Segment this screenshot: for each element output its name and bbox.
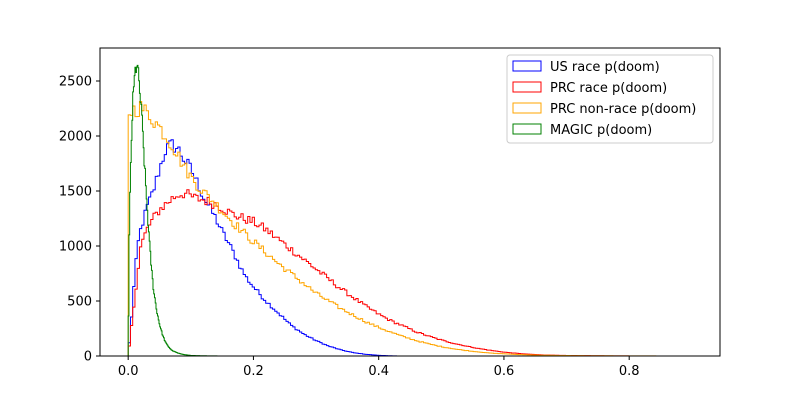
legend-label-magic-p-doom: MAGIC p(doom) bbox=[550, 123, 652, 138]
plot-frame bbox=[99, 47, 721, 357]
legend-box bbox=[506, 54, 714, 144]
legend-swatch-prc-non-race-p-doom bbox=[512, 102, 542, 114]
y-tick-label: 2000 bbox=[59, 130, 92, 145]
legend: US race p(doom) PRC race p(doom) PRC non-r… bbox=[506, 54, 714, 144]
legend-swatch-us-race-p-doom bbox=[512, 60, 542, 72]
y-tick-label: 1000 bbox=[59, 240, 92, 255]
x-tick-label: 0.8 bbox=[619, 364, 640, 379]
axes-layer: 0.0 0.2 0.4 0.6 0.8 0 500 1000 1500 2000 2500 bbox=[59, 47, 721, 379]
x-tick-label: 0.0 bbox=[118, 364, 139, 379]
legend-swatch-magic-p-doom bbox=[512, 123, 542, 135]
y-tick-label: 0 bbox=[84, 350, 92, 365]
x-tick-label: 0.4 bbox=[368, 364, 389, 379]
series-us-race-p-doom bbox=[127, 139, 399, 357]
y-tick-label: 500 bbox=[67, 295, 92, 310]
y-tick-label: 2500 bbox=[59, 75, 92, 90]
x-tick-label: 0.6 bbox=[494, 364, 515, 379]
legend-label-prc-race-p-doom: PRC race p(doom) bbox=[550, 81, 667, 96]
y-tick-label: 1500 bbox=[59, 185, 92, 200]
legend-swatch-prc-race-p-doom bbox=[512, 81, 542, 93]
legend-label-us-race-p-doom: US race p(doom) bbox=[550, 60, 660, 75]
legend-label-prc-non-race-p-doom: PRC non-race p(doom) bbox=[550, 102, 696, 117]
x-tick-label: 0.2 bbox=[243, 364, 264, 379]
